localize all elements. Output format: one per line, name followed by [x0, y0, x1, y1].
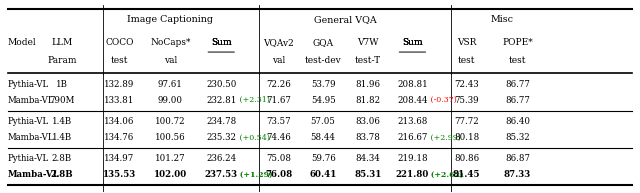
Text: test-dev: test-dev	[305, 56, 342, 64]
Text: NoCaps*: NoCaps*	[150, 38, 191, 47]
Text: 134.06: 134.06	[104, 117, 134, 126]
Text: Sum: Sum	[211, 38, 232, 47]
Text: Misc: Misc	[490, 15, 513, 24]
Text: 208.44: 208.44	[397, 96, 428, 105]
Text: Image Captioning: Image Captioning	[127, 15, 213, 24]
Text: 75.39: 75.39	[454, 96, 479, 105]
Text: 213.68: 213.68	[397, 117, 428, 126]
Text: V7W: V7W	[357, 38, 378, 47]
Text: Sum: Sum	[402, 38, 422, 47]
Text: 81.45: 81.45	[453, 170, 480, 179]
Text: 73.57: 73.57	[266, 117, 291, 126]
Text: 60.41: 60.41	[310, 170, 337, 179]
Text: 2.8B: 2.8B	[51, 170, 73, 179]
Text: (-0.37): (-0.37)	[428, 96, 457, 104]
Text: 59.76: 59.76	[311, 154, 335, 163]
Text: 81.82: 81.82	[355, 96, 380, 105]
Text: 236.24: 236.24	[206, 154, 236, 163]
Text: 133.81: 133.81	[104, 96, 134, 105]
Text: Mamba-VL: Mamba-VL	[8, 170, 60, 179]
Text: 232.81: 232.81	[206, 96, 236, 105]
Text: test: test	[458, 56, 476, 64]
Text: 83.06: 83.06	[355, 117, 380, 126]
Text: 100.56: 100.56	[155, 133, 186, 142]
Text: 80.18: 80.18	[454, 133, 479, 142]
Text: 102.00: 102.00	[154, 170, 187, 179]
Text: 84.34: 84.34	[355, 154, 380, 163]
Text: 53.79: 53.79	[311, 80, 335, 89]
Text: 132.89: 132.89	[104, 80, 134, 89]
Text: Sum: Sum	[211, 38, 232, 47]
Text: Mamba-VL: Mamba-VL	[8, 96, 54, 105]
Text: (+2.31): (+2.31)	[237, 96, 270, 104]
Text: (+0.54): (+0.54)	[237, 133, 270, 141]
Text: test: test	[509, 56, 526, 64]
Text: 85.31: 85.31	[354, 170, 381, 179]
Text: val: val	[272, 56, 285, 64]
Text: 2.8B: 2.8B	[52, 154, 72, 163]
Text: Param: Param	[47, 56, 77, 64]
Text: 219.18: 219.18	[397, 154, 428, 163]
Text: 1B: 1B	[56, 80, 68, 89]
Text: Mamba-VL: Mamba-VL	[8, 133, 54, 142]
Text: 1.4B: 1.4B	[52, 133, 72, 142]
Text: GQA: GQA	[312, 38, 333, 47]
Text: LLM: LLM	[51, 38, 72, 47]
Text: 208.81: 208.81	[397, 80, 428, 89]
Text: Pythia-VL: Pythia-VL	[8, 154, 49, 163]
Text: COCO: COCO	[105, 38, 134, 47]
Text: 74.46: 74.46	[266, 133, 291, 142]
Text: 216.67: 216.67	[397, 133, 428, 142]
Text: 81.96: 81.96	[355, 80, 380, 89]
Text: Sum: Sum	[402, 38, 422, 47]
Text: 87.33: 87.33	[504, 170, 531, 179]
Text: General VQA: General VQA	[314, 15, 377, 24]
Text: 72.43: 72.43	[454, 80, 479, 89]
Text: 86.40: 86.40	[505, 117, 530, 126]
Text: 135.53: 135.53	[102, 170, 136, 179]
Text: 100.72: 100.72	[155, 117, 186, 126]
Text: 72.26: 72.26	[266, 80, 291, 89]
Text: 54.95: 54.95	[311, 96, 335, 105]
Text: 75.08: 75.08	[266, 154, 291, 163]
Text: VSR: VSR	[457, 38, 476, 47]
Text: 77.72: 77.72	[454, 117, 479, 126]
Text: 85.32: 85.32	[505, 133, 530, 142]
Text: 86.87: 86.87	[505, 154, 530, 163]
Text: Pythia-VL: Pythia-VL	[8, 117, 49, 126]
Text: 58.44: 58.44	[311, 133, 335, 142]
Text: 235.32: 235.32	[206, 133, 236, 142]
Text: 790M: 790M	[49, 96, 75, 105]
Text: 76.08: 76.08	[265, 170, 292, 179]
Text: 1.4B: 1.4B	[52, 117, 72, 126]
Text: 134.76: 134.76	[104, 133, 134, 142]
Text: Sum: Sum	[211, 38, 232, 47]
Text: test: test	[111, 56, 128, 64]
Text: (+2.62): (+2.62)	[428, 171, 464, 179]
Text: 234.78: 234.78	[206, 117, 236, 126]
Text: 83.78: 83.78	[355, 133, 380, 142]
Text: 221.80: 221.80	[396, 170, 429, 179]
Text: 57.05: 57.05	[311, 117, 335, 126]
Text: 101.27: 101.27	[155, 154, 186, 163]
Text: VQAv2: VQAv2	[263, 38, 294, 47]
Text: (+2.99): (+2.99)	[428, 133, 461, 141]
Text: POPE*: POPE*	[502, 38, 533, 47]
Text: 134.97: 134.97	[104, 154, 134, 163]
Text: Pythia-VL: Pythia-VL	[8, 80, 49, 89]
Text: 86.77: 86.77	[505, 80, 530, 89]
Text: val: val	[164, 56, 177, 64]
Text: 99.00: 99.00	[157, 96, 183, 105]
Text: 230.50: 230.50	[206, 80, 236, 89]
Text: 237.53: 237.53	[205, 170, 238, 179]
Text: 80.86: 80.86	[454, 154, 479, 163]
Text: 86.77: 86.77	[505, 96, 530, 105]
Text: 71.67: 71.67	[266, 96, 291, 105]
Text: test-T: test-T	[355, 56, 381, 64]
Text: (+1.29): (+1.29)	[237, 171, 273, 179]
Text: Sum: Sum	[402, 38, 422, 47]
Text: Model: Model	[8, 38, 36, 47]
Text: 97.61: 97.61	[158, 80, 182, 89]
